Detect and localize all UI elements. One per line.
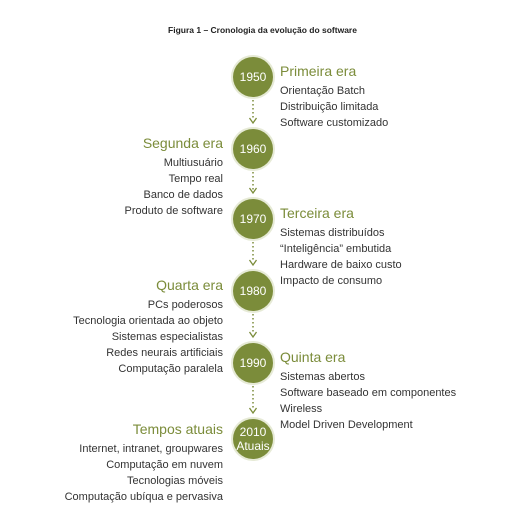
era-block-primeira: Primeira era Orientação Batch Distribuiç…	[280, 63, 388, 131]
era-item: “Inteligência” embutida	[280, 243, 392, 255]
era-item: Computação paralela	[118, 363, 223, 375]
era-item: Computação ubíqua e pervasiva	[64, 491, 223, 503]
era-items: Sistemas abertos Software baseado em com…	[280, 369, 456, 433]
era-item: Software baseado em componentes	[280, 387, 457, 399]
node-year: 1970	[239, 212, 267, 226]
connector-arrow-5	[248, 386, 258, 415]
era-title: Segunda era	[142, 135, 223, 151]
era-item: Model Driven Development	[280, 419, 413, 431]
era-item: Tecnologias móveis	[127, 475, 223, 487]
era-title: Quinta era	[280, 349, 346, 365]
node-year: 1980	[239, 284, 267, 298]
era-block-quarta: Quarta era PCs poderosos Tecnologia orie…	[73, 277, 223, 377]
node-year: 1990	[239, 356, 267, 370]
era-item: Computação em nuvem	[106, 459, 223, 471]
era-block-terceira: Terceira era Sistemas distribuídos “Inte…	[280, 205, 402, 289]
era-title: Primeira era	[280, 63, 357, 79]
node-2010: 2010 Atuais	[233, 419, 273, 459]
node-year: 1960	[239, 142, 267, 156]
connector-arrow-4	[248, 314, 258, 339]
era-title: Terceira era	[280, 205, 354, 221]
era-item: Distribuição limitada	[280, 101, 379, 113]
era-item: Sistemas abertos	[280, 371, 365, 383]
node-1950: 1950	[233, 57, 273, 97]
node-1960: 1960	[233, 129, 273, 169]
era-items: Orientação Batch Distribuição limitada S…	[280, 83, 388, 131]
era-items: Multiusuário Tempo real Banco de dados P…	[125, 155, 223, 219]
era-items: PCs poderosos Tecnologia orientada ao ob…	[73, 297, 223, 377]
era-item: Multiusuário	[163, 157, 223, 169]
era-item: Sistemas distribuídos	[280, 227, 385, 239]
node-1990: 1990	[233, 343, 273, 383]
connector-arrow-1	[248, 100, 258, 125]
era-item: Redes neurais artificiais	[106, 347, 223, 359]
node-year: 2010	[239, 425, 267, 439]
era-item: Orientação Batch	[280, 85, 365, 97]
connector-arrow-3	[248, 242, 258, 267]
era-item: Produto de software	[124, 205, 223, 217]
era-block-quinta: Quinta era Sistemas abertos Software bas…	[280, 349, 456, 433]
era-item: Wireless	[280, 403, 323, 415]
node-year: 1950	[239, 70, 267, 84]
era-item: PCs poderosos	[147, 299, 223, 311]
era-item: Tempo real	[168, 173, 223, 185]
node-label: Atuais	[236, 439, 270, 453]
era-item: Impacto de consumo	[280, 275, 383, 287]
era-item: Tecnologia orientada ao objeto	[73, 315, 223, 327]
connector-arrow-2	[248, 172, 258, 195]
era-item: Software customizado	[280, 117, 389, 129]
era-item: Sistemas especialistas	[111, 331, 223, 343]
era-title: Tempos atuais	[132, 421, 223, 437]
node-1980: 1980	[233, 271, 273, 311]
figure-title: Figura 1 – Cronologia da evolução do sof…	[168, 25, 357, 35]
era-block-segunda: Segunda era Multiusuário Tempo real Banc…	[125, 135, 223, 219]
era-item: Banco de dados	[143, 189, 223, 201]
era-title: Quarta era	[156, 277, 223, 293]
era-items: Internet, intranet, groupwares Computaçã…	[65, 441, 223, 505]
era-item: Internet, intranet, groupwares	[79, 443, 223, 455]
era-item: Hardware de baixo custo	[280, 259, 402, 271]
era-items: Sistemas distribuídos “Inteligência” emb…	[280, 225, 402, 289]
era-block-atuais: Tempos atuais Internet, intranet, groupw…	[65, 421, 223, 505]
node-1970: 1970	[233, 199, 273, 239]
